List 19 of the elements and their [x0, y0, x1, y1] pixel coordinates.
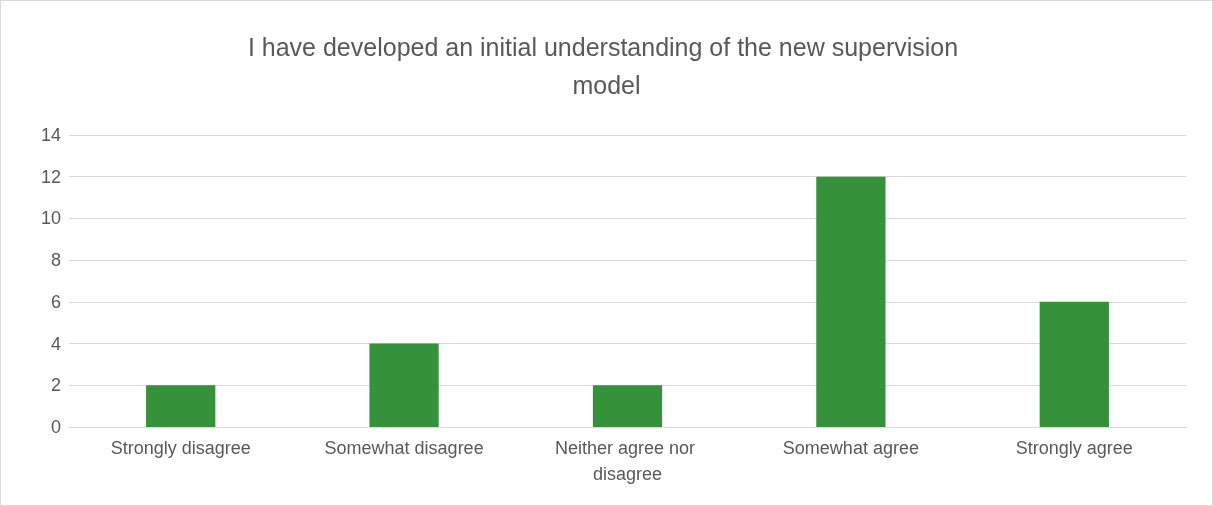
x-tick-label: Strongly agree: [1015, 438, 1133, 458]
y-tick-label: 2: [50, 375, 61, 396]
y-tick-label: 14: [40, 125, 61, 145]
x-tick-label: Somewhat disagree: [324, 438, 484, 458]
chart-title: I have developed an initial understanding of the new supervision model: [247, 33, 966, 99]
x-tick-label: Strongly disagree: [110, 438, 251, 458]
x-tick-label: Somewhat agree: [782, 438, 919, 458]
y-tick-label: 6: [50, 291, 61, 312]
bar: [146, 385, 216, 427]
y-tick-label: 4: [50, 333, 61, 354]
y-tick-label: 8: [50, 250, 61, 271]
bar: [816, 176, 886, 427]
y-tick-label: 12: [40, 166, 61, 187]
bar: [1039, 301, 1109, 427]
x-tick-label: Neither agree nor disagree: [554, 438, 701, 484]
bar: [592, 385, 663, 427]
y-tick-label: 0: [50, 417, 61, 437]
y-tick-label: 10: [40, 208, 61, 229]
bar: [369, 343, 439, 427]
